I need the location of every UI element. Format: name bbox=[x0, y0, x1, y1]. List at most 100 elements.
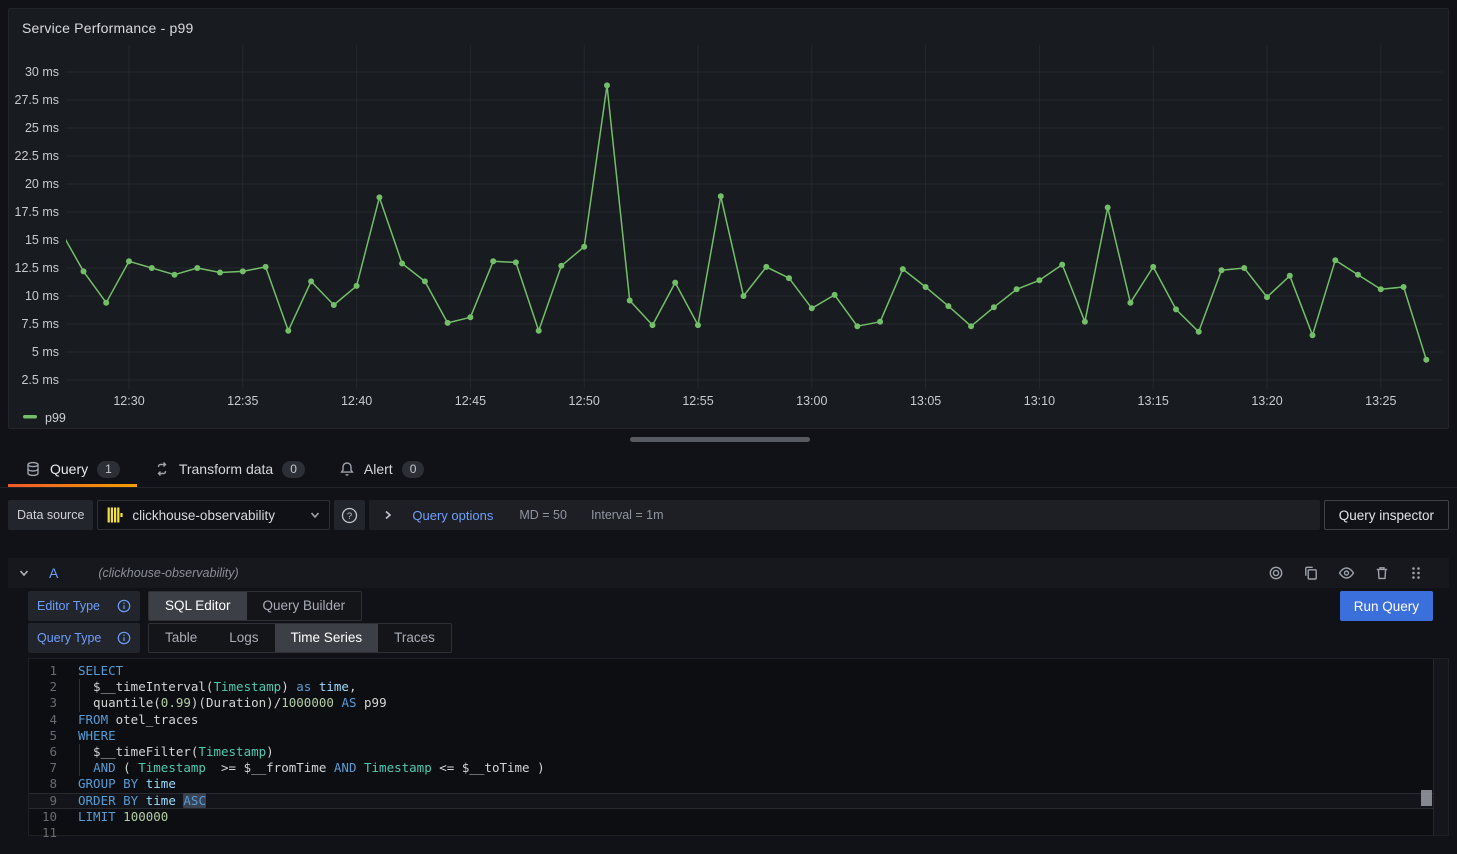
svg-text:22.5 ms: 22.5 ms bbox=[15, 149, 59, 163]
indent-guide bbox=[79, 760, 80, 777]
query-type-row: Query Type Table Logs Time Series Traces bbox=[28, 623, 1433, 653]
sql-line-6[interactable]: 6 $__timeFilter(Timestamp) bbox=[29, 743, 1448, 761]
line-number: 6 bbox=[49, 743, 57, 759]
duplicate-query-icon[interactable] bbox=[1303, 565, 1319, 581]
line-number: 1 bbox=[49, 663, 57, 678]
sql-line-text: LIMIT 100000 bbox=[78, 808, 169, 824]
sql-line-10[interactable]: 10 LIMIT 100000 bbox=[29, 809, 1448, 825]
drag-handle-icon[interactable] bbox=[1409, 565, 1423, 581]
svg-text:27.5 ms: 27.5 ms bbox=[15, 93, 59, 107]
chart-grid bbox=[66, 45, 1442, 389]
svg-text:13:05: 13:05 bbox=[910, 394, 941, 408]
sql-editor[interactable]: 1 SELECT 2 $__timeInterval(Timestamp) as t… bbox=[28, 658, 1449, 840]
svg-text:15 ms: 15 ms bbox=[25, 233, 59, 247]
query-options-md: MD = 50 bbox=[519, 508, 567, 522]
svg-text:17.5 ms: 17.5 ms bbox=[15, 205, 59, 219]
sql-line-text: SELECT bbox=[78, 663, 124, 678]
tab-label: Query bbox=[50, 461, 89, 477]
svg-text:5 ms: 5 ms bbox=[32, 345, 59, 359]
line-number: 9 bbox=[49, 792, 57, 808]
svg-text:13:10: 13:10 bbox=[1024, 394, 1055, 408]
tab-label: Transform data bbox=[178, 461, 274, 477]
editor-scrollbar-thumb[interactable] bbox=[1421, 790, 1432, 806]
collapse-query-icon[interactable] bbox=[18, 567, 30, 579]
query-options-interval: Interval = 1m bbox=[590, 508, 664, 522]
sql-line-text: quantile(0.99)(Duration)/1000000 AS p99 bbox=[78, 695, 387, 711]
line-number: 5 bbox=[49, 727, 57, 743]
query-options-bar[interactable]: Query options MD = 50 Interval = 1m bbox=[369, 500, 1320, 530]
clickhouse-logo-icon bbox=[106, 506, 124, 524]
sql-line-5[interactable]: 5 WHERE bbox=[29, 728, 1448, 744]
svg-text:?: ? bbox=[347, 511, 352, 522]
sql-line-1[interactable]: 1 SELECT bbox=[29, 663, 1448, 679]
editor-type-option-sql-editor[interactable]: SQL Editor bbox=[149, 592, 247, 620]
sql-line-7[interactable]: 7 AND ( Timestamp >= $__fromTime AND Tim… bbox=[29, 760, 1448, 777]
query-options-label[interactable]: Query options bbox=[412, 507, 494, 523]
svg-text:12.5 ms: 12.5 ms bbox=[15, 261, 59, 275]
chevron-right-icon bbox=[382, 509, 394, 521]
tab-alert[interactable]: Alert 0 bbox=[322, 451, 441, 487]
line-number: 10 bbox=[41, 808, 57, 824]
data-source-value: clickhouse-observability bbox=[132, 507, 275, 523]
svg-text:10 ms: 10 ms bbox=[25, 289, 59, 303]
editor-tabbar: Query 1 Transform data 0 Alert 0 bbox=[0, 451, 1457, 488]
svg-text:12:30: 12:30 bbox=[113, 394, 144, 408]
tab-query[interactable]: Query 1 bbox=[8, 451, 137, 487]
line-number: 3 bbox=[49, 695, 57, 711]
database-icon bbox=[25, 461, 41, 477]
editor-type-label: Editor Type bbox=[28, 591, 140, 621]
query-type-option-time-series[interactable]: Time Series bbox=[274, 624, 379, 652]
svg-text:30 ms: 30 ms bbox=[25, 65, 59, 79]
timeseries-panel: Service Performance - p99 30 ms 27.5 ms 25… bbox=[8, 8, 1449, 429]
run-query-button[interactable]: Run Query bbox=[1339, 591, 1433, 621]
svg-text:13:15: 13:15 bbox=[1138, 394, 1169, 408]
sql-line-9[interactable]: 9 ORDER BY time ASC bbox=[29, 792, 1448, 809]
sql-line-11[interactable]: 11 bbox=[29, 825, 1448, 841]
svg-text:2.5 ms: 2.5 ms bbox=[21, 373, 59, 387]
sql-line-text bbox=[57, 825, 78, 841]
svg-text:12:50: 12:50 bbox=[569, 394, 600, 408]
query-ref-id[interactable]: A bbox=[49, 565, 59, 581]
chevron-down-icon bbox=[309, 509, 321, 521]
disable-query-icon[interactable] bbox=[1268, 565, 1284, 581]
tab-count-badge: 0 bbox=[282, 460, 305, 478]
svg-text:13:20: 13:20 bbox=[1251, 394, 1282, 408]
indent-guide bbox=[79, 743, 80, 761]
svg-text:25 ms: 25 ms bbox=[25, 121, 59, 135]
sql-line-3[interactable]: 3 quantile(0.99)(Duration)/1000000 AS p9… bbox=[29, 695, 1448, 712]
svg-text:7.5 ms: 7.5 ms bbox=[21, 317, 59, 331]
datasource-help-button[interactable]: ? bbox=[334, 500, 366, 530]
sql-line-text: $__timeInterval(Timestamp) as time, bbox=[78, 679, 357, 695]
info-icon[interactable] bbox=[117, 631, 131, 645]
chart-legend: p99 bbox=[23, 411, 66, 425]
query-type-option-logs[interactable]: Logs bbox=[229, 630, 259, 645]
tab-transform-data[interactable]: Transform data 0 bbox=[137, 451, 322, 487]
line-number: 4 bbox=[49, 711, 57, 727]
query-type-option-table[interactable]: Table bbox=[165, 630, 198, 645]
sql-line-8[interactable]: 8 GROUP BY time bbox=[29, 776, 1448, 792]
delete-query-icon[interactable] bbox=[1374, 565, 1390, 581]
line-number: 2 bbox=[49, 679, 57, 695]
chart-axes: 30 ms 27.5 ms 25 ms 22.5 ms 20 ms 17.5 ms 15 m… bbox=[15, 65, 1397, 408]
query-row-header: A (clickhouse-observability) bbox=[8, 558, 1449, 588]
svg-text:20 ms: 20 ms bbox=[25, 177, 59, 191]
sql-code-lines: 1 SELECT 2 $__timeInterval(Timestamp) as t… bbox=[29, 663, 1448, 841]
panel-title[interactable]: Service Performance - p99 bbox=[22, 20, 194, 36]
hide-response-icon[interactable] bbox=[1338, 565, 1355, 581]
sql-line-2[interactable]: 2 $__timeInterval(Timestamp) as time, bbox=[29, 679, 1448, 696]
sql-line-text: $__timeFilter(Timestamp) bbox=[78, 743, 274, 759]
query-inspector-button[interactable]: Query inspector bbox=[1323, 500, 1449, 530]
bell-icon bbox=[339, 461, 355, 477]
sql-line-text: GROUP BY time bbox=[78, 776, 176, 792]
sql-line-4[interactable]: 4 FROM otel_traces bbox=[29, 712, 1448, 728]
query-row-actions bbox=[1268, 565, 1439, 581]
data-source-picker[interactable]: clickhouse-observability bbox=[97, 500, 331, 530]
editor-type-option-query-builder[interactable]: Query Builder bbox=[262, 598, 346, 613]
svg-text:12:55: 12:55 bbox=[682, 394, 713, 408]
timeseries-chart: 30 ms 27.5 ms 25 ms 22.5 ms 20 ms 17.5 ms 15 m… bbox=[15, 45, 1442, 425]
info-icon[interactable] bbox=[117, 599, 131, 613]
tab-count-badge: 1 bbox=[97, 460, 120, 478]
editor-scrollbar-lane bbox=[1433, 659, 1448, 835]
query-type-option-traces[interactable]: Traces bbox=[394, 630, 435, 645]
pane-resize-handle[interactable] bbox=[630, 437, 810, 442]
